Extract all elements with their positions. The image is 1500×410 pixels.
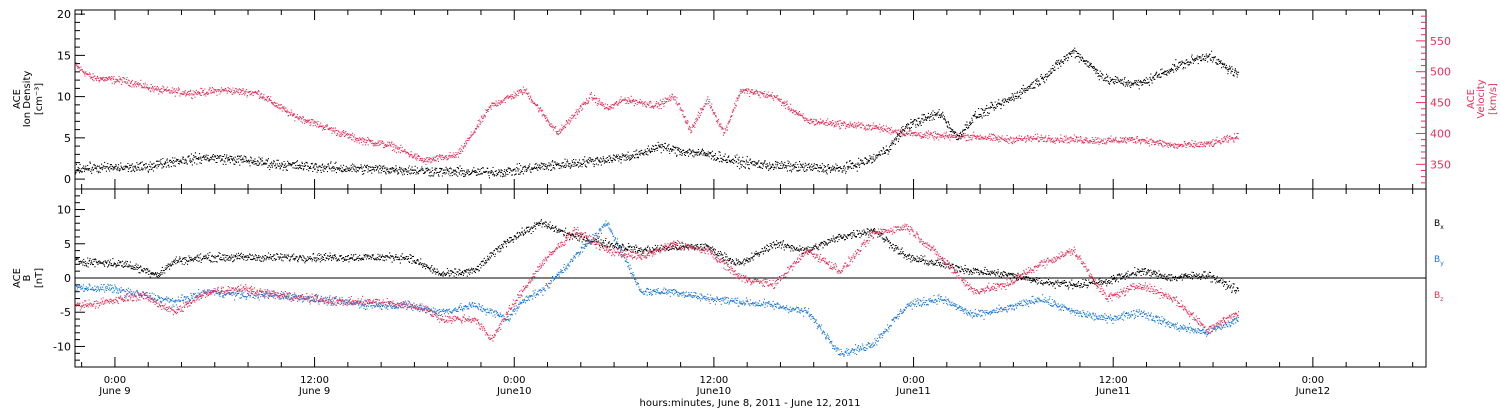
- legend-by-sub: y: [1440, 260, 1444, 267]
- x-tick-time-label: 12:00: [300, 375, 329, 386]
- b-legend: Bx By Bz: [1434, 219, 1444, 303]
- x-tick-time-label: 0:00: [104, 375, 126, 386]
- x-axis-title: hours:minutes, June 8, 2011 - June 12, 2…: [640, 398, 861, 409]
- x-tick-date-label: June 9: [298, 386, 330, 397]
- axis-ticks: 05101520350400450500550-10-505100:00June…: [53, 8, 1451, 397]
- b-tick-label: -5: [60, 306, 71, 319]
- x-tick-time-label: 0:00: [1302, 375, 1324, 386]
- x-tick-date-label: June12: [1295, 386, 1331, 397]
- ylabel-right-ace: ACE: [1466, 89, 1477, 109]
- legend-bx-sub: x: [1440, 224, 1444, 231]
- velocity-series: [75, 62, 1240, 166]
- density-series: [75, 47, 1240, 179]
- x-tick-date-label: June11: [1095, 386, 1131, 397]
- density-tick-label: 15: [57, 49, 71, 62]
- density-tick-label: 5: [64, 132, 71, 145]
- legend-bz: Bz: [1434, 291, 1443, 303]
- ylabel-density-unit: [cm⁻³]: [34, 83, 45, 115]
- bottom-left-ylabel: ACE B [nT]: [12, 268, 45, 288]
- b-tick-label: 10: [57, 204, 71, 217]
- ylabel-b-ace: ACE: [12, 268, 23, 288]
- bz-series: [75, 223, 1240, 342]
- x-tick-time-label: 12:00: [699, 375, 728, 386]
- x-tick-date-label: June11: [895, 386, 931, 397]
- x-tick-date-label: June10: [496, 386, 532, 397]
- velocity-tick-label: 350: [1430, 158, 1451, 171]
- top-left-ylabel: ACE Ion Density [cm⁻³]: [12, 71, 45, 128]
- x-tick-time-label: 0:00: [503, 375, 525, 386]
- x-tick-time-label: 12:00: [1099, 375, 1128, 386]
- legend-bx: Bx: [1434, 219, 1444, 231]
- data-points: [75, 47, 1240, 358]
- x-tick-date-label: June 9: [98, 386, 130, 397]
- b-tick-label: 5: [64, 238, 71, 251]
- density-tick-label: 10: [57, 91, 71, 104]
- ylabel-ion-density: Ion Density: [22, 71, 33, 128]
- legend-bz-sub: z: [1440, 296, 1443, 303]
- velocity-tick-label: 500: [1430, 66, 1451, 79]
- x-tick-time-label: 0:00: [902, 375, 924, 386]
- bx-series: [75, 219, 1240, 294]
- ylabel-b-unit: [nT]: [34, 268, 45, 288]
- density-tick-label: 20: [57, 8, 71, 21]
- velocity-tick-label: 550: [1430, 35, 1451, 48]
- ylabel-ace: ACE: [12, 89, 23, 109]
- b-tick-label: -10: [53, 340, 71, 353]
- velocity-tick-label: 450: [1430, 97, 1451, 110]
- ylabel-b: B: [22, 274, 33, 281]
- density-tick-label: 0: [64, 173, 71, 186]
- legend-by: By: [1434, 255, 1444, 267]
- b-tick-label: 0: [64, 272, 71, 285]
- top-right-ylabel: ACE Velocity [km/s]: [1466, 79, 1499, 118]
- x-tick-date-label: June10: [696, 386, 732, 397]
- ylabel-velocity-unit: [km/s]: [1488, 83, 1499, 115]
- ylabel-velocity: Velocity: [1476, 79, 1487, 118]
- velocity-tick-label: 400: [1430, 127, 1451, 140]
